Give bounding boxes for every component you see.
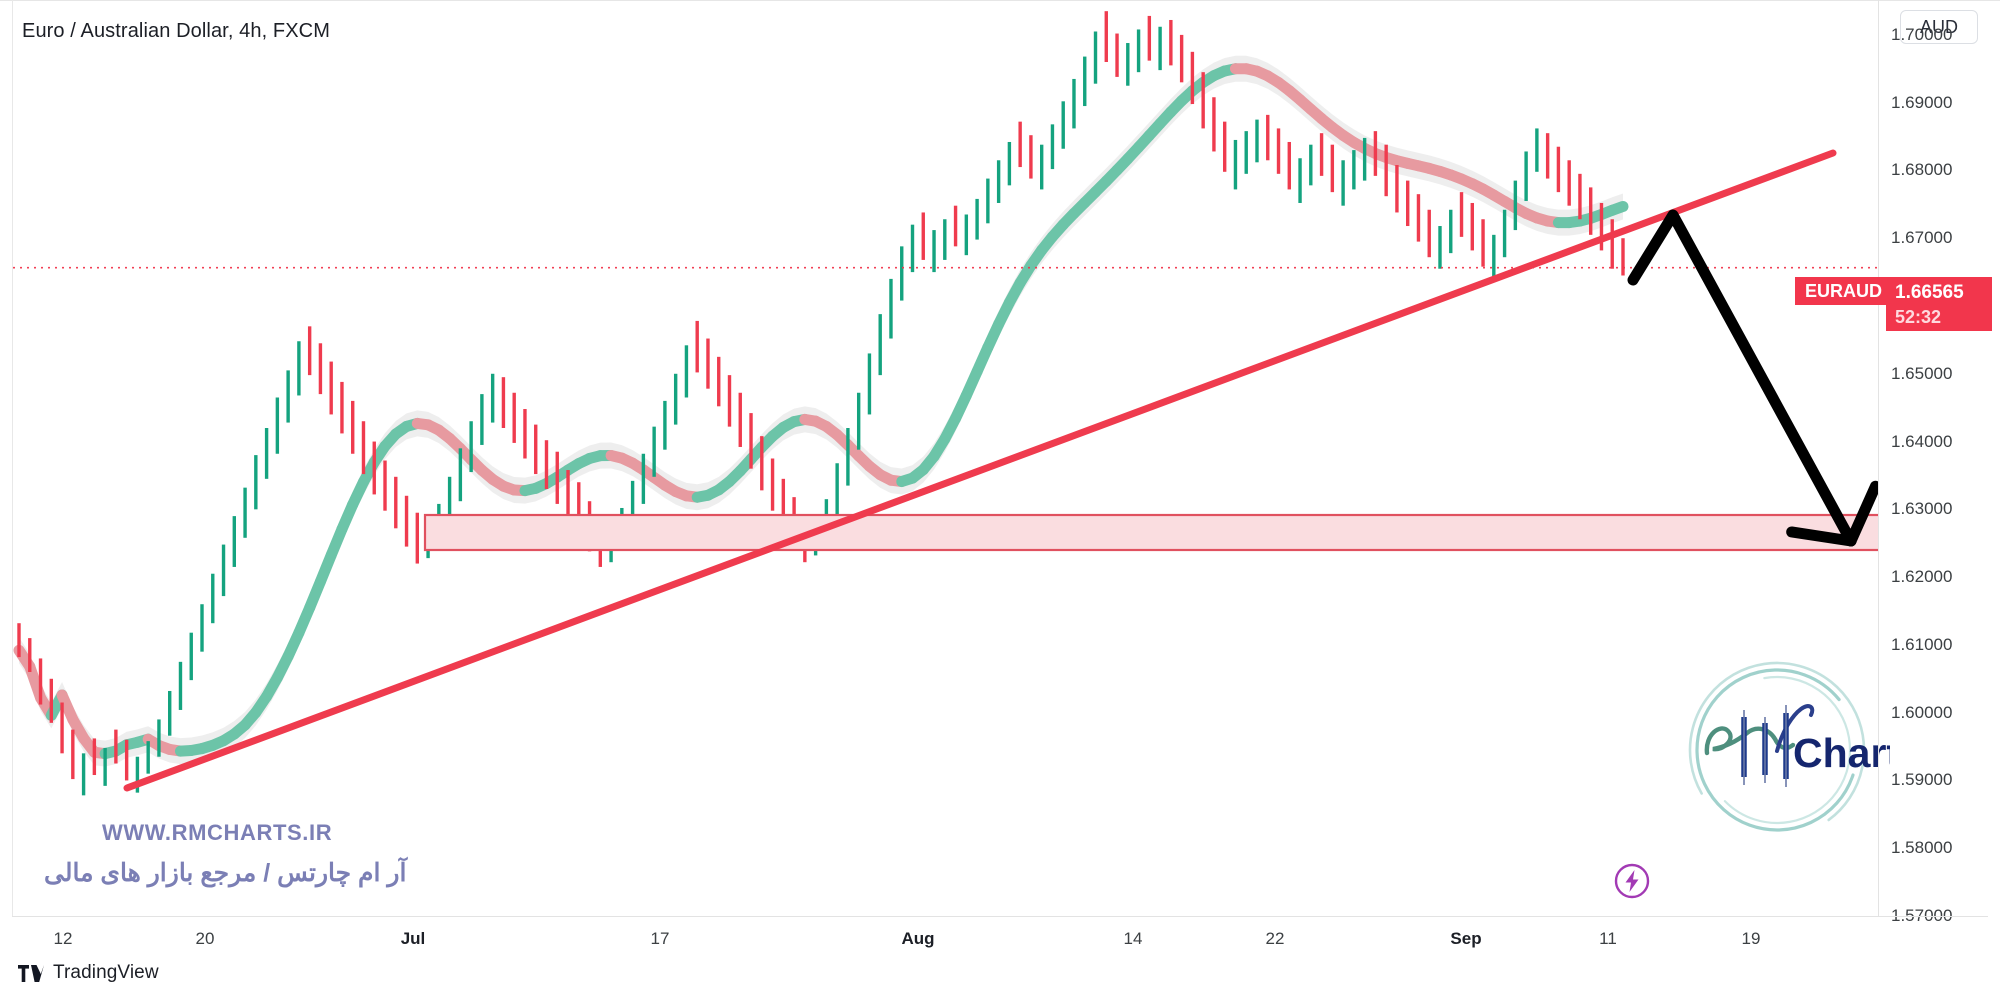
watermark-url: WWW.RMCHARTS.IR bbox=[102, 820, 332, 846]
ma-ribbon-band bbox=[19, 56, 1623, 767]
last-price-value: 1.66565 bbox=[1895, 280, 1992, 305]
rmcharts-logo-text: Charts bbox=[1793, 730, 1890, 776]
chart-plot-area[interactable] bbox=[13, 1, 1878, 916]
tradingview-chart-screenshot: Euro / Australian Dollar, 4h, FXCM AUD W… bbox=[0, 0, 2000, 1000]
time-scale[interactable]: 12 20 Jul 17 Aug 14 22 Sep 11 19 bbox=[0, 917, 1878, 962]
trendline-segment[interactable] bbox=[127, 153, 1833, 788]
price-tick: 1.65000 bbox=[1891, 364, 1952, 384]
ma-band-fill bbox=[19, 56, 1623, 767]
lightning-bolt-icon[interactable] bbox=[1613, 862, 1651, 900]
tradingview-brand-label: TradingView bbox=[53, 962, 159, 984]
arrow-shaft[interactable] bbox=[1633, 215, 1851, 541]
time-tick: 20 bbox=[196, 929, 215, 949]
time-tick: Jul bbox=[401, 929, 426, 949]
price-tick: 1.58000 bbox=[1891, 838, 1952, 858]
ma-ribbon-segment bbox=[1612, 206, 1623, 210]
tradingview-logo-icon bbox=[18, 965, 44, 982]
time-tick: 14 bbox=[1124, 929, 1143, 949]
candlestick-series bbox=[19, 11, 1623, 795]
support-zone-drawing[interactable] bbox=[425, 515, 1878, 550]
time-tick: 11 bbox=[1599, 929, 1617, 949]
time-tick: 17 bbox=[651, 929, 670, 949]
last-price-symbol-badge: EURAUD bbox=[1795, 277, 1892, 305]
projection-arrow-drawing[interactable] bbox=[1633, 215, 1875, 541]
price-tick: 1.70000 bbox=[1891, 25, 1952, 45]
watermark-tagline: آر ام چارتس / مرجع بازار های مالی bbox=[44, 858, 406, 888]
price-tick: 1.63000 bbox=[1891, 499, 1952, 519]
price-tick: 1.68000 bbox=[1891, 160, 1952, 180]
time-tick: 12 bbox=[54, 929, 73, 949]
time-tick: 19 bbox=[1742, 929, 1761, 949]
price-scale[interactable]: 1.700001.690001.680001.670001.660001.650… bbox=[1879, 0, 2000, 916]
support-zone-rect[interactable] bbox=[425, 515, 1878, 550]
price-tick: 1.67000 bbox=[1891, 228, 1952, 248]
rmcharts-logo: Charts bbox=[1665, 655, 1890, 845]
time-tick: 22 bbox=[1266, 929, 1285, 949]
tradingview-footer: TradingView bbox=[18, 962, 159, 984]
chart-canvas bbox=[13, 1, 1878, 916]
price-tick: 1.69000 bbox=[1891, 93, 1952, 113]
price-tick: 1.60000 bbox=[1891, 703, 1952, 723]
price-tick: 1.64000 bbox=[1891, 432, 1952, 452]
time-tick: Sep bbox=[1450, 929, 1481, 949]
trendline-drawing[interactable] bbox=[127, 153, 1833, 788]
price-tick: 1.59000 bbox=[1891, 770, 1952, 790]
bar-countdown: 52:32 bbox=[1895, 305, 1992, 329]
price-tick: 1.61000 bbox=[1891, 635, 1952, 655]
price-tick: 1.62000 bbox=[1891, 567, 1952, 587]
time-tick: Aug bbox=[901, 929, 934, 949]
last-price-badge[interactable]: 1.66565 52:32 bbox=[1886, 277, 1992, 331]
